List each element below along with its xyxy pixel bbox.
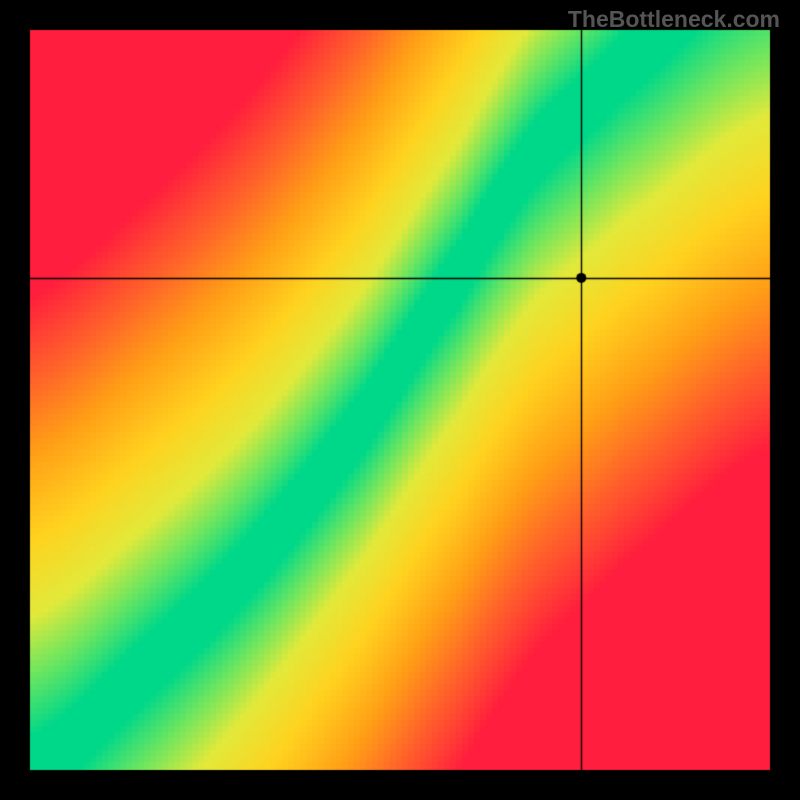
watermark-text: TheBottleneck.com (568, 6, 780, 33)
chart-container: TheBottleneck.com (0, 0, 800, 800)
bottleneck-heatmap-canvas (0, 0, 800, 800)
